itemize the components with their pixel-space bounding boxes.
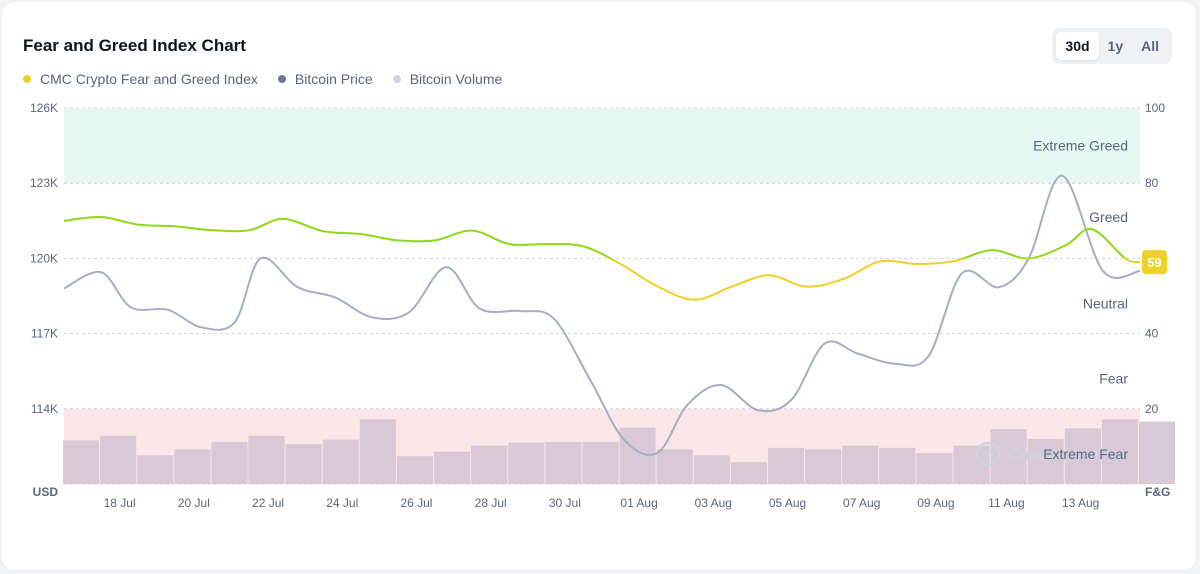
zone-label-neutral: Neutral [1083, 296, 1128, 312]
zone-label-greed: Greed [1089, 209, 1128, 225]
volume-bar [545, 441, 582, 484]
volume-bar [285, 444, 322, 484]
right-axis-tick: 40 [1145, 327, 1159, 341]
volume-bar [990, 429, 1027, 484]
legend-label-bitcoin-volume: Bitcoin Volume [409, 71, 503, 87]
volume-bar [174, 449, 211, 484]
current-value-badge-text: 59 [1147, 255, 1161, 270]
volume-bar [211, 441, 248, 484]
volume-bar [1064, 428, 1101, 484]
volume-bar [1101, 419, 1138, 484]
volume-bar [359, 419, 396, 484]
watermark-text: CoinMarketCap [1008, 447, 1126, 464]
right-axis-label: F&G [1145, 485, 1170, 499]
zone-label-extreme-greed: Extreme Greed [1033, 138, 1128, 154]
volume-bar [396, 456, 434, 484]
zone-label-fear: Fear [1099, 371, 1128, 387]
chart-title: Fear and Greed Index Chart [23, 36, 246, 55]
volume-bar [767, 447, 805, 484]
volume-bar [137, 455, 174, 484]
coinmarketcap-icon-mark [981, 447, 995, 459]
volume-bar [508, 442, 545, 484]
left-axis-tick: 123K [30, 176, 58, 190]
legend-item-bitcoin-volume[interactable]: Bitcoin Volume [392, 71, 503, 87]
volume-bar [916, 453, 953, 484]
legend-item-bitcoin-price[interactable]: Bitcoin Price [277, 71, 373, 87]
x-axis-tick: 03 Aug [695, 496, 732, 510]
volume-bar [471, 445, 508, 484]
left-axis-label: USD [33, 485, 59, 499]
right-axis-tick: 100 [1145, 101, 1165, 115]
fear-greed-line [63, 215, 1141, 301]
legend-dot-bitcoin-price [277, 75, 286, 83]
volume-bar [434, 451, 471, 484]
x-axis-tick: 28 Jul [475, 496, 507, 510]
legend-dot-bitcoin-volume [392, 75, 401, 83]
volume-bar [582, 441, 619, 484]
x-axis-tick: 09 Aug [917, 496, 954, 510]
right-axis-tick: 80 [1145, 176, 1159, 190]
x-axis-tick: 13 Aug [1062, 496, 1099, 510]
volume-bar [656, 449, 693, 484]
legend-label-bitcoin-price: Bitcoin Price [294, 71, 373, 87]
extreme-greed-zone [64, 108, 1140, 184]
x-axis-tick: 26 Jul [400, 496, 432, 510]
volume-bar [693, 455, 730, 484]
legend-item-fear-greed[interactable]: CMC Crypto Fear and Greed Index [23, 71, 258, 87]
chart-legend: CMC Crypto Fear and Greed Index Bitcoin … [23, 71, 522, 87]
x-axis-tick: 05 Aug [769, 496, 806, 510]
volume-bar [63, 440, 100, 484]
bitcoin-price-line [63, 174, 1141, 456]
right-axis-tick: 20 [1145, 402, 1159, 416]
range-button-30d[interactable]: 30d [1056, 32, 1099, 60]
x-axis-tick: 07 Aug [843, 496, 880, 510]
range-button-all[interactable]: All [1141, 38, 1159, 54]
volume-bar [1027, 438, 1064, 484]
x-axis-tick: 24 Jul [326, 496, 358, 510]
volume-bar [322, 439, 359, 484]
x-axis-tick: 11 Aug [988, 496, 1024, 510]
current-value-badge [1142, 250, 1167, 275]
left-axis-tick: 114K [31, 402, 58, 416]
zone-label-extreme-fear: Extreme Fear [1043, 446, 1128, 462]
left-axis-tick: 126K [30, 101, 58, 115]
volume-bar [879, 447, 916, 484]
volume-bar [248, 435, 285, 484]
volume-bar [100, 435, 137, 484]
volume-bar [805, 449, 842, 484]
left-axis-tick: 117K [31, 327, 58, 341]
x-axis-tick: 18 Jul [104, 496, 136, 510]
watermark-logo [975, 441, 1001, 467]
left-axis-tick: 120K [30, 251, 58, 265]
range-button-1y[interactable]: 1y [1107, 38, 1124, 54]
volume-bar [1139, 421, 1176, 484]
legend-label-fear-greed: CMC Crypto Fear and Greed Index [40, 71, 258, 87]
volume-bar [730, 462, 767, 484]
legend-dot-fear-greed [23, 75, 31, 83]
range-selector: 30d 1y All [1052, 28, 1172, 64]
x-axis-tick: 22 Jul [252, 496, 284, 510]
volume-bar [842, 445, 879, 484]
x-axis-tick: 30 Jul [549, 496, 581, 510]
coinmarketcap-icon [975, 441, 1001, 467]
x-axis-tick: 20 Jul [178, 496, 210, 510]
x-axis-tick: 01 Aug [620, 496, 657, 510]
